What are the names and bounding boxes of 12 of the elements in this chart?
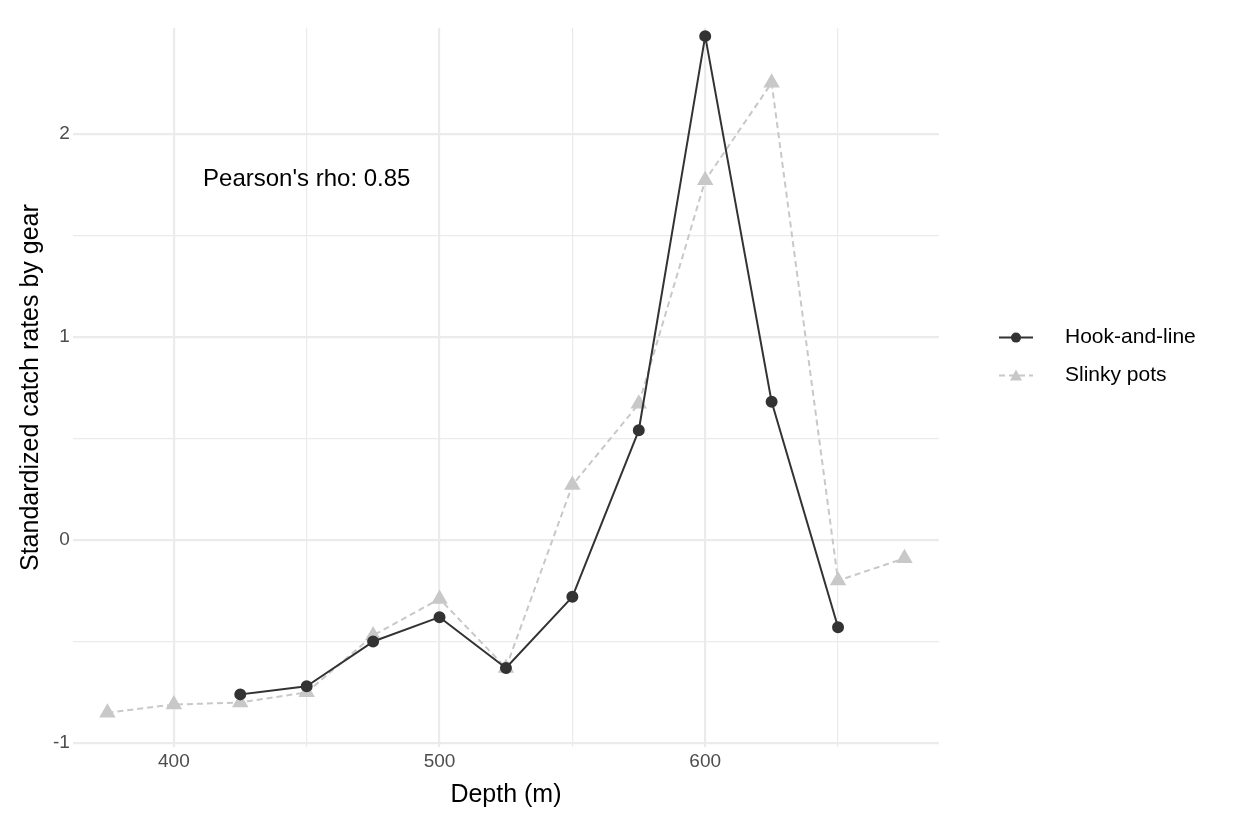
x-tick-label: 600 [689,749,722,771]
y-axis-title: Standardized catch rates by gear [14,204,43,572]
legend-label: Hook-and-line [1065,324,1196,348]
y-tick-label: 1 [59,325,70,347]
x-axis-title: Depth (m) [450,778,562,807]
x-tick-label: 400 [158,749,190,771]
y-tick-label: -1 [52,731,70,753]
x-tick-label: 500 [423,749,456,771]
legend-label: Slinky pots [1065,362,1167,386]
y-tick-label: 0 [59,528,70,550]
y-tick-label: 2 [59,121,70,143]
annotation: Pearson's rho: 0.85 [203,163,411,191]
